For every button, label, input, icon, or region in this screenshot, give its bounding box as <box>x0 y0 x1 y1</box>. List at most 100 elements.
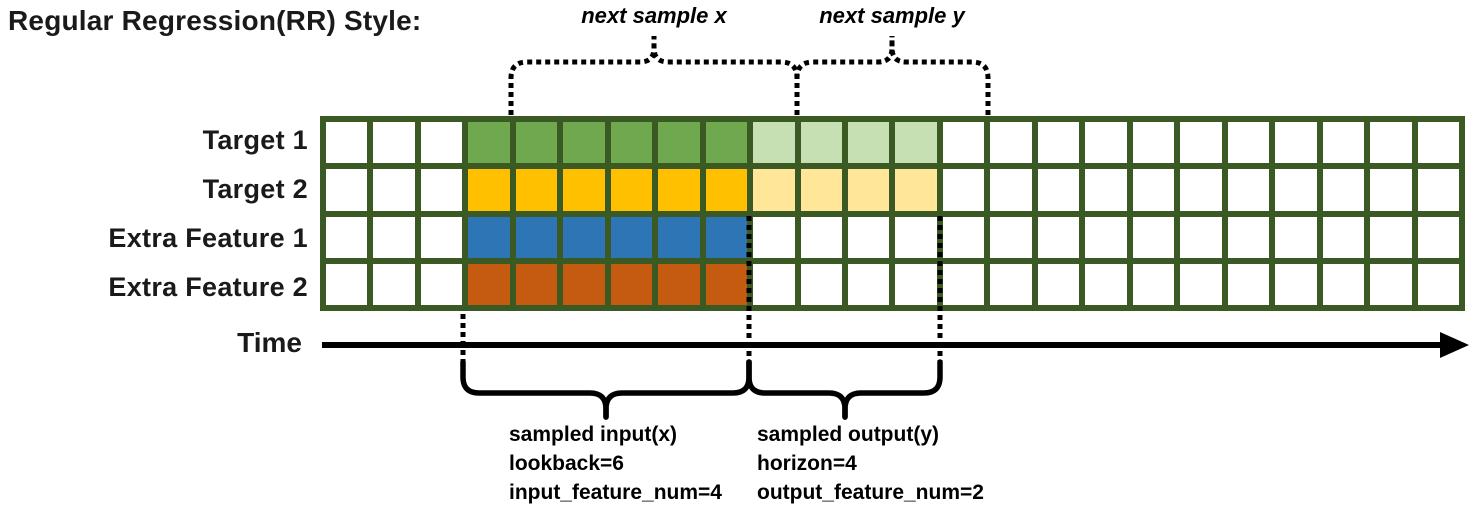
grid-cell <box>1370 216 1412 258</box>
grid-cell <box>1417 122 1459 164</box>
grid-cell <box>610 169 653 211</box>
grid-cell <box>468 169 510 211</box>
sampled-input-note: sampled input(x) lookback=6 input_featur… <box>509 420 722 507</box>
grid-cell <box>800 216 843 258</box>
row-label-target-1: Target 1 <box>202 125 308 155</box>
grid-cell <box>1132 169 1175 211</box>
grid-cell <box>1180 169 1222 211</box>
grid-cell <box>1227 216 1270 258</box>
grid-cell <box>420 263 463 305</box>
grid-cell <box>1322 263 1365 305</box>
grid-cell <box>990 122 1032 164</box>
sample-grid <box>320 116 1465 311</box>
next-sample-y-brace <box>889 36 991 115</box>
time-axis-label: Time <box>237 327 302 358</box>
next-sample-x-brace <box>651 36 800 115</box>
sampled-output-brace <box>746 359 848 420</box>
grid-cell <box>1370 169 1412 211</box>
next-sample-x-brace <box>508 36 657 115</box>
grid-cell <box>1132 216 1175 258</box>
grid-cell <box>990 169 1032 211</box>
grid-cell <box>468 263 510 305</box>
grid-cell <box>895 169 937 211</box>
sampled-input-title: sampled input(x) <box>509 423 678 446</box>
grid-cell <box>895 122 937 164</box>
grid-cell <box>515 216 558 258</box>
grid-cell <box>895 216 937 258</box>
grid-cell <box>1275 122 1317 164</box>
row-label-extra-feature-1: Extra Feature 1 <box>108 223 308 253</box>
grid-cell <box>942 122 985 164</box>
grid-cell <box>326 263 368 305</box>
grid-cell <box>1180 216 1222 258</box>
grid-cell <box>563 216 605 258</box>
grid-cell <box>373 263 415 305</box>
grid-cell <box>515 122 558 164</box>
grid-cell <box>468 122 510 164</box>
grid-cell <box>800 122 843 164</box>
grid-cell <box>658 122 700 164</box>
grid-cell <box>326 169 368 211</box>
grid-cell <box>990 263 1032 305</box>
grid-cell <box>800 263 843 305</box>
grid-cell <box>1322 216 1365 258</box>
grid-cell <box>373 122 415 164</box>
next-sample-y-label: next sample y <box>819 3 965 28</box>
next-sample-x-label: next sample x <box>581 3 727 28</box>
grid-cell <box>658 263 700 305</box>
grid-cell <box>1085 122 1127 164</box>
grid-cell <box>563 122 605 164</box>
grid-cell <box>420 216 463 258</box>
grid-cell <box>753 263 795 305</box>
sampled-output-title: sampled output(y) <box>757 423 939 446</box>
grid-cell <box>468 216 510 258</box>
grid-cell <box>610 122 653 164</box>
grid-cell <box>1417 263 1459 305</box>
grid-cell <box>1037 122 1080 164</box>
input-feature-num-value: input_feature_num=4 <box>509 481 722 504</box>
grid-cell <box>610 216 653 258</box>
grid-cell <box>753 122 795 164</box>
row-label-target-2: Target 2 <box>202 174 308 204</box>
grid-cell <box>1037 169 1080 211</box>
grid-cell <box>1085 263 1127 305</box>
output-feature-num-value: output_feature_num=2 <box>757 481 984 504</box>
grid-cell <box>326 122 368 164</box>
grid-cell <box>1132 263 1175 305</box>
grid-cell <box>1417 169 1459 211</box>
grid-cell <box>1180 263 1222 305</box>
grid-cell <box>895 263 937 305</box>
grid-cell <box>848 216 890 258</box>
lookback-value: lookback=6 <box>509 452 624 475</box>
grid-cell <box>420 122 463 164</box>
grid-cell <box>515 169 558 211</box>
grid-cell <box>610 263 653 305</box>
grid-cell <box>753 216 795 258</box>
grid-cell <box>990 216 1032 258</box>
page-title: Regular Regression(RR) Style: <box>8 5 422 36</box>
row-label-extra-feature-2: Extra Feature 2 <box>108 272 308 302</box>
grid-cell <box>705 263 748 305</box>
grid-cell <box>1275 263 1317 305</box>
sampled-input-brace <box>603 359 752 420</box>
sampled-input-brace <box>460 359 609 420</box>
grid-cell <box>942 169 985 211</box>
grid-cell <box>326 216 368 258</box>
sampled-output-brace <box>842 359 943 420</box>
grid-cell <box>563 169 605 211</box>
grid-cell <box>563 263 605 305</box>
next-sample-y-brace <box>794 36 895 115</box>
grid-cell <box>1417 216 1459 258</box>
grid-cell <box>800 169 843 211</box>
grid-cell <box>1180 122 1222 164</box>
grid-cell <box>1227 263 1270 305</box>
grid-cell <box>373 169 415 211</box>
grid-cell <box>1370 122 1412 164</box>
grid-cell <box>1037 216 1080 258</box>
grid-cell <box>1227 169 1270 211</box>
grid-cell <box>1370 263 1412 305</box>
grid-cell <box>1227 122 1270 164</box>
grid-cell <box>373 216 415 258</box>
grid-cell <box>1037 263 1080 305</box>
